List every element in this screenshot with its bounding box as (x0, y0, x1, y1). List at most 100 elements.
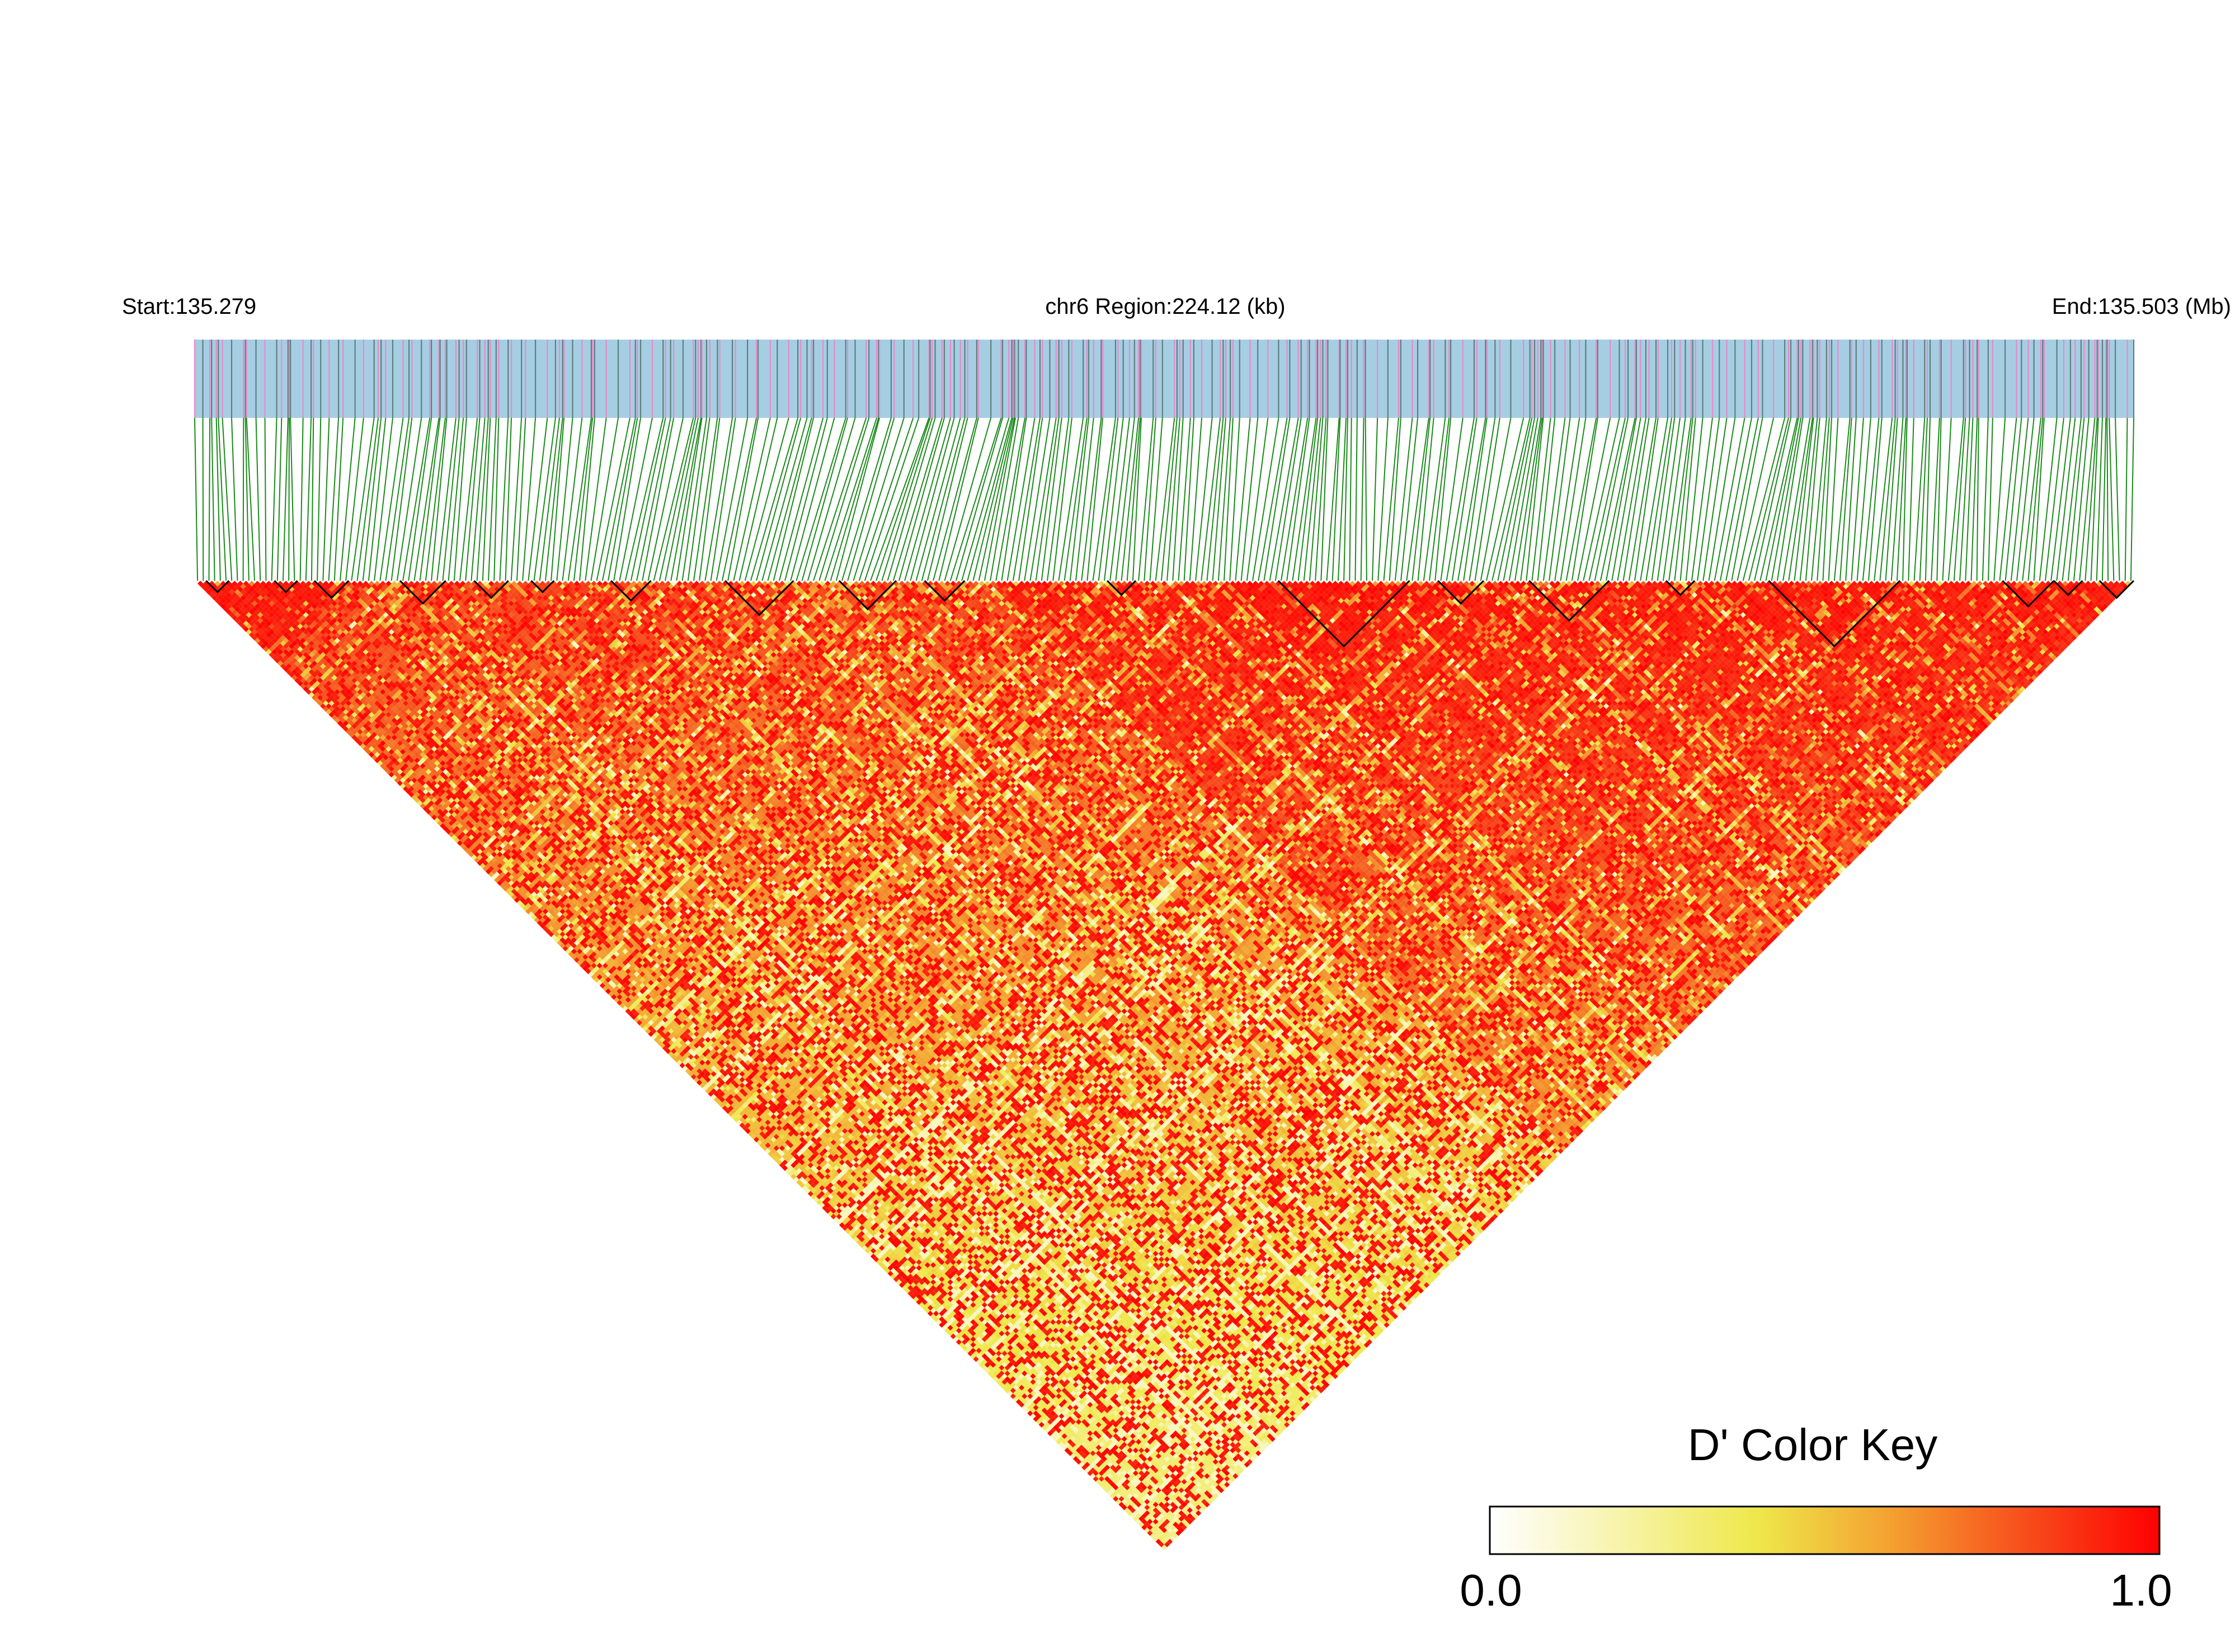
snp-connector (1595, 418, 1628, 581)
snp-connector (2115, 418, 2119, 581)
snp-connector (1441, 418, 1462, 581)
snp-connector (460, 418, 477, 581)
snp-connector (300, 418, 303, 581)
snp-connector (762, 418, 807, 581)
snp-connector (1156, 418, 1175, 581)
snp-connector (1994, 418, 2005, 581)
snp-connector (1942, 418, 1951, 581)
snp-connector (256, 418, 261, 581)
snp-connector (1703, 418, 1726, 581)
snp-connector (1851, 418, 1864, 581)
snp-connector (431, 418, 446, 581)
snp-connector (2131, 418, 2134, 581)
snp-connector (882, 418, 932, 581)
snp-connector (1349, 418, 1351, 581)
snp-connector (1429, 418, 1449, 581)
snp-connector (1030, 418, 1056, 581)
snp-connector (232, 418, 237, 581)
snp-connector (540, 418, 559, 581)
snp-connector (317, 418, 321, 581)
snp-connector (1093, 418, 1116, 581)
snp-connector (1065, 418, 1087, 581)
snp-connector (363, 418, 381, 581)
snp-connector (511, 418, 521, 581)
snp-connector (591, 418, 618, 581)
snp-connector (1715, 418, 1745, 581)
snp-connector (420, 418, 440, 581)
snp-connector (779, 418, 823, 581)
snp-connector (585, 418, 606, 581)
snp-connector (933, 418, 977, 581)
snp-connector (1794, 418, 1813, 581)
snp-connector (1806, 418, 1820, 581)
snp-connector (203, 418, 204, 581)
snp-connector (1099, 418, 1118, 581)
snp-connector (306, 418, 311, 581)
snp-connector (408, 418, 431, 581)
snp-connector (2102, 418, 2106, 581)
snp-connector (2125, 418, 2128, 581)
snp-connector (1977, 418, 1979, 581)
snp-connector (223, 418, 232, 581)
snp-connector (1276, 418, 1301, 581)
snp-connector (608, 418, 637, 581)
snp-connector (580, 418, 595, 581)
snp-connector (243, 418, 244, 581)
snp-connector (1629, 418, 1656, 581)
snp-connector (1298, 418, 1318, 581)
snp-connector (1361, 418, 1364, 581)
snp-connector (1988, 418, 1993, 581)
snp-connector (859, 418, 914, 581)
snp-connector (386, 418, 410, 581)
snp-connector (893, 418, 942, 581)
snp-connector (962, 418, 1009, 581)
snp-connector (277, 418, 282, 581)
snp-connector (2057, 418, 2075, 581)
snp-connector (916, 418, 961, 581)
snp-connector (557, 418, 572, 581)
region-start-label: Start:135.279 (122, 294, 256, 319)
snp-connector (791, 418, 834, 581)
snp-connector (283, 418, 288, 581)
snp-connector (1458, 418, 1485, 581)
snp-connector (1983, 418, 1988, 581)
snp-connector (1264, 418, 1290, 581)
snp-connector (688, 418, 710, 581)
snp-connector (1435, 418, 1451, 581)
snp-connector-lines (195, 418, 2134, 581)
snp-connector (1447, 418, 1474, 581)
snp-connector (1116, 418, 1134, 581)
snp-connector (1464, 418, 1487, 581)
snp-connector (1190, 418, 1202, 581)
snp-connector (211, 418, 214, 581)
snp-connector (1150, 418, 1163, 581)
snp-connector (1566, 418, 1597, 581)
snp-connector (1646, 418, 1672, 581)
snp-connector (825, 418, 877, 581)
snp-connector (1024, 418, 1050, 581)
snp-connector (1356, 418, 1357, 581)
snp-connector (335, 418, 343, 581)
snp-connector (1327, 418, 1339, 581)
snp-connector (1366, 418, 1367, 581)
snp-connector (1931, 418, 1940, 581)
region-end-label: End:135.503 (Mb) (2052, 294, 2231, 319)
snp-connector (1104, 418, 1123, 581)
snp-connector (1560, 418, 1585, 581)
snp-connector (1857, 418, 1871, 581)
snp-connector (654, 418, 694, 581)
snp-connector (1937, 418, 1941, 581)
snp-connector (247, 418, 255, 581)
snp-connector (1498, 418, 1532, 581)
snp-connector (340, 418, 355, 581)
snp-connector (2063, 418, 2081, 581)
snp-connector (1372, 418, 1377, 581)
snp-connector (1253, 418, 1278, 581)
snp-position-bar (195, 340, 2134, 418)
snp-connector (329, 418, 339, 581)
snp-connector (1258, 418, 1287, 581)
snp-connector (1122, 418, 1139, 581)
snp-connector (290, 418, 294, 581)
snp-connector (312, 418, 313, 581)
snp-connector (1674, 418, 1692, 581)
